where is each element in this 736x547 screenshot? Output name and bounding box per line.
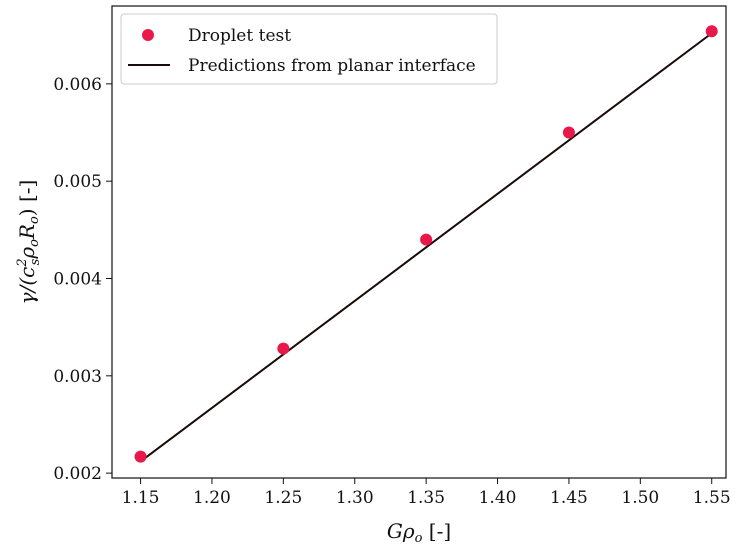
legend-box (120, 13, 498, 85)
y-tick-label: 0.004 (53, 269, 102, 289)
legend-label-predictions: Predictions from planar interface (188, 56, 476, 76)
x-tick-label: 1.35 (407, 488, 445, 508)
legend-marker-droplet-test (142, 29, 154, 41)
droplet-test-point (277, 342, 290, 355)
droplet-test-point (562, 126, 575, 139)
x-tick-label: 1.45 (550, 488, 588, 508)
y-axis-label: γ/(c2sρoRo) [-] (15, 180, 43, 305)
series-layer (134, 25, 718, 463)
y-axis: 0.002 0.003 0.004 0.005 0.006 (53, 75, 112, 484)
y-tick-label: 0.003 (53, 367, 102, 387)
droplet-test-point (705, 25, 718, 38)
prediction-line (139, 32, 713, 463)
legend-label-droplet-test: Droplet test (188, 26, 291, 46)
droplet-test-point (420, 233, 433, 246)
x-axis-label: Gρo [-] (387, 519, 451, 546)
legend: Droplet test Predictions from planar int… (120, 13, 498, 85)
droplet-test-point (134, 450, 147, 463)
x-axis: 1.15 1.20 1.25 1.30 1.35 1.40 1.45 1.50 1.55 (122, 478, 731, 508)
x-tick-label: 1.50 (621, 488, 659, 508)
x-tick-label: 1.55 (693, 488, 731, 508)
x-tick-label: 1.15 (122, 488, 160, 508)
x-tick-label: 1.25 (264, 488, 302, 508)
x-tick-label: 1.30 (336, 488, 374, 508)
y-tick-label: 0.006 (53, 75, 102, 95)
y-tick-label: 0.005 (53, 172, 102, 192)
x-tick-label: 1.40 (479, 488, 517, 508)
y-tick-label: 0.002 (53, 464, 102, 484)
plot-area (111, 5, 727, 479)
x-tick-label: 1.20 (193, 488, 231, 508)
